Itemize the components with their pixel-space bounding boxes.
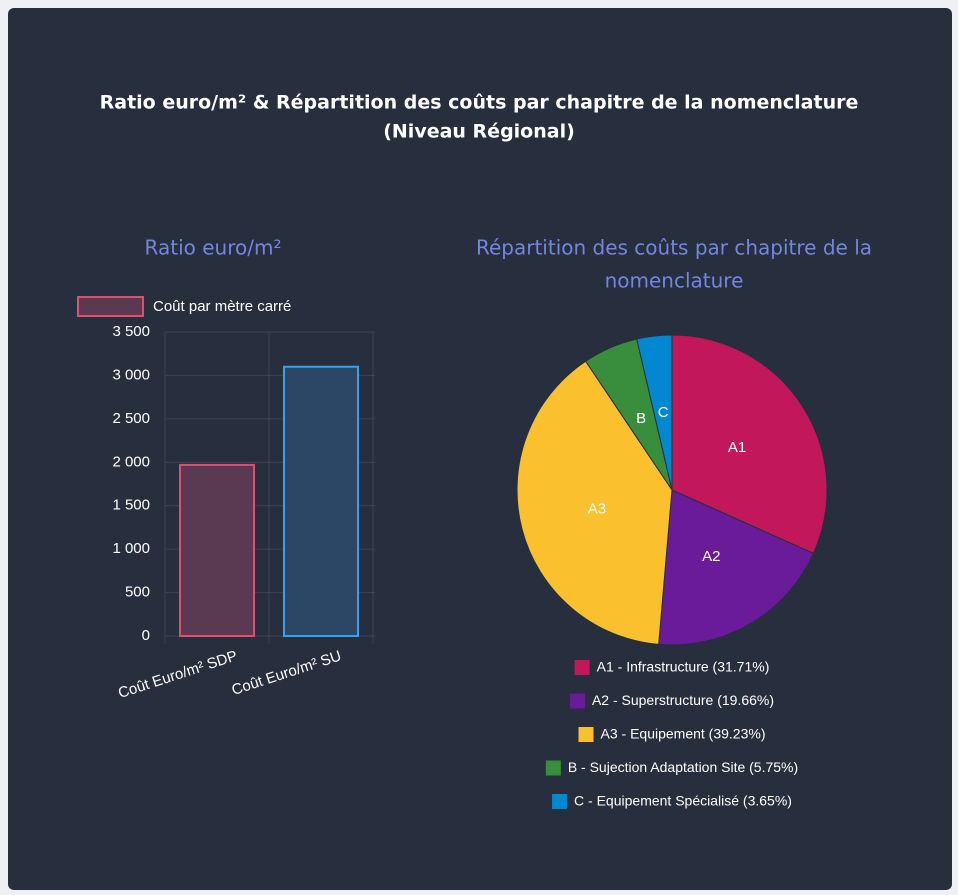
y-tick-label: 3 500 [112, 323, 150, 340]
legend-label: C - Equipement Spécialisé (3.65%) [574, 793, 792, 809]
pie-slice [658, 489, 815, 646]
slice-label: A1 [728, 439, 746, 456]
chart-title: Ratio euro/m² [145, 236, 282, 260]
slice-label: C [658, 404, 669, 421]
legend-label: A2 - Superstructure (19.66%) [592, 692, 774, 708]
slice-label: A3 [588, 500, 606, 517]
y-tick-label: 500 [125, 584, 150, 601]
page-title: (Niveau Régional) [383, 121, 575, 143]
chart-title: nomenclature [605, 269, 744, 293]
legend-label: A3 - Equipement (39.23%) [601, 726, 766, 742]
y-tick-label: 2 500 [112, 410, 150, 427]
slice-label: B [636, 410, 646, 427]
card [8, 8, 952, 890]
bar [283, 365, 359, 637]
y-tick-label: 1 000 [112, 540, 150, 557]
y-tick-label: 1 500 [112, 497, 150, 514]
y-tick-label: 3 000 [112, 366, 150, 383]
legend-swatch [578, 727, 594, 742]
legend-swatch [552, 794, 568, 809]
y-tick-label: 2 000 [112, 453, 150, 470]
legend-swatch [545, 760, 561, 776]
pie-slice [516, 360, 673, 645]
legend-label: B - Sujection Adaptation Site (5.75%) [568, 759, 798, 775]
page-title: Ratio euro/m² & Répartition des coûts pa… [100, 92, 859, 114]
legend-swatch [574, 660, 590, 675]
slice-label: A2 [702, 548, 720, 565]
legend-label: Coût par mètre carré [153, 298, 291, 315]
bar [179, 463, 255, 637]
legend-swatch [569, 693, 585, 709]
legend-swatch [77, 296, 144, 317]
pie-slice [671, 334, 828, 555]
y-tick-label: 0 [142, 627, 150, 644]
legend-label: A1 - Infrastructure (31.71%) [597, 659, 770, 675]
pie-slice [636, 334, 673, 491]
chart-title: Répartition des coûts par chapitre de la [476, 236, 872, 260]
